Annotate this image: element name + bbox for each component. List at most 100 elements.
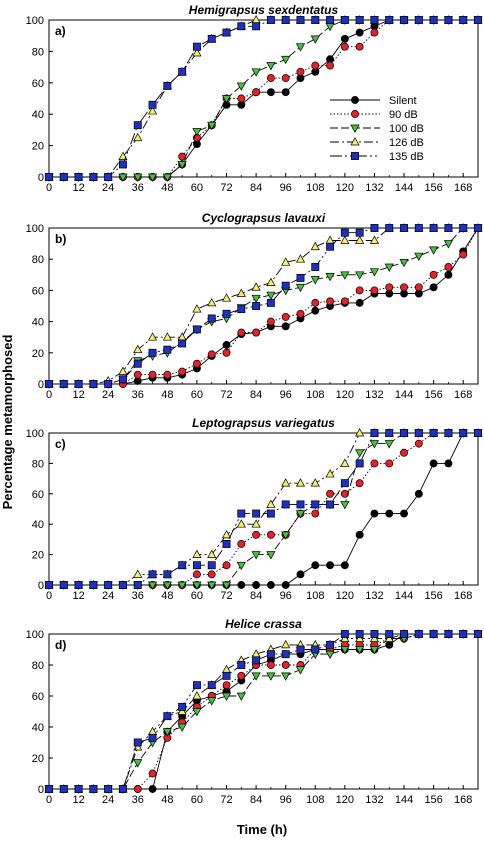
data-point (295, 254, 306, 263)
data-point (444, 270, 453, 279)
y-tick-label: 40 (32, 722, 44, 734)
data-point (296, 273, 305, 282)
data-point (429, 429, 438, 437)
data-point (148, 785, 157, 793)
data-point (414, 283, 423, 292)
legend: Silent 90 dB 100 dB 126 dB 135 dB (330, 95, 424, 163)
data-point (310, 35, 320, 44)
data-point (311, 500, 320, 509)
data-point (163, 712, 172, 721)
data-point (89, 173, 98, 181)
data-point (281, 88, 290, 97)
panel-title: Cyclograpsus lavauxi (202, 211, 326, 225)
data-point (340, 228, 349, 237)
data-point (251, 672, 261, 681)
series-line (49, 227, 479, 385)
data-point (325, 273, 335, 282)
data-point (89, 581, 98, 589)
data-point (251, 519, 261, 528)
data-point (355, 286, 364, 295)
data-point (281, 74, 290, 83)
data-point (266, 291, 276, 301)
data-point (474, 224, 482, 232)
x-tick-label: 156 (424, 794, 442, 806)
data-point (400, 448, 408, 457)
x-tick-label: 120 (336, 794, 354, 806)
panel-label: c) (55, 437, 66, 451)
x-tick-label: 12 (72, 794, 84, 806)
data-point (369, 440, 380, 449)
x-tick-label: 24 (102, 794, 114, 806)
data-point (147, 106, 158, 115)
data-point (148, 570, 157, 579)
data-point (221, 581, 232, 590)
data-point (326, 242, 335, 251)
x-tick-label: 108 (306, 389, 324, 401)
data-point (326, 61, 335, 70)
y-tick-label: 40 (32, 109, 44, 121)
data-point (400, 224, 408, 232)
data-point (399, 258, 409, 268)
data-point (444, 16, 453, 24)
x-tick-label: 0 (46, 590, 52, 602)
series-line (49, 432, 478, 586)
data-point (385, 509, 394, 518)
data-point (207, 350, 216, 359)
series-135-db (45, 429, 482, 589)
data-point (340, 630, 349, 638)
x-tick-label: 96 (280, 794, 292, 806)
data-point (119, 160, 127, 169)
data-point (222, 540, 231, 548)
data-point (281, 661, 290, 669)
data-point (429, 246, 439, 255)
data-point (325, 22, 335, 32)
legend-entry: 100 dB (389, 123, 424, 135)
x-tick-label: 120 (336, 590, 354, 602)
data-point (311, 306, 320, 315)
data-point (414, 224, 423, 232)
data-point (252, 22, 261, 31)
data-point (133, 738, 142, 747)
data-point (237, 328, 246, 337)
data-point (147, 332, 158, 341)
data-point (222, 671, 231, 680)
data-point (148, 370, 157, 379)
x-tick-label: 156 (424, 389, 442, 401)
data-point (355, 479, 364, 488)
data-point (296, 67, 305, 76)
data-point (281, 672, 291, 681)
chart-panel-4: Helice crassa d) 0 12 24 36 48 60 72 84 96 108 120 13… (26, 617, 483, 806)
data-point (222, 28, 231, 37)
data-point (370, 630, 379, 638)
x-tick-label: 48 (161, 590, 173, 602)
data-point (355, 228, 364, 237)
data-point (400, 509, 408, 518)
data-point (311, 509, 320, 518)
data-point (221, 664, 232, 674)
data-point (429, 283, 438, 292)
data-point (74, 380, 83, 388)
data-point (207, 681, 216, 690)
data-point (163, 370, 172, 379)
y-tick-label: 60 (32, 78, 44, 90)
data-point (340, 501, 350, 510)
x-tick-label: 132 (365, 389, 383, 401)
data-point (177, 581, 187, 590)
data-point (459, 16, 468, 24)
data-point (311, 298, 320, 307)
data-point (266, 16, 275, 24)
data-point (236, 288, 246, 297)
panel-title: Leptograpsus variegatus (192, 416, 335, 430)
data-point (148, 733, 157, 742)
data-point (459, 250, 468, 259)
data-point (355, 428, 365, 437)
data-point (370, 28, 379, 37)
data-point (266, 509, 275, 518)
data-point (355, 16, 364, 24)
data-point (266, 551, 276, 560)
x-tick-label: 144 (395, 794, 413, 806)
data-point (311, 561, 320, 570)
data-point (221, 95, 232, 104)
x-tick-label: 84 (250, 590, 262, 602)
data-point (281, 257, 291, 266)
